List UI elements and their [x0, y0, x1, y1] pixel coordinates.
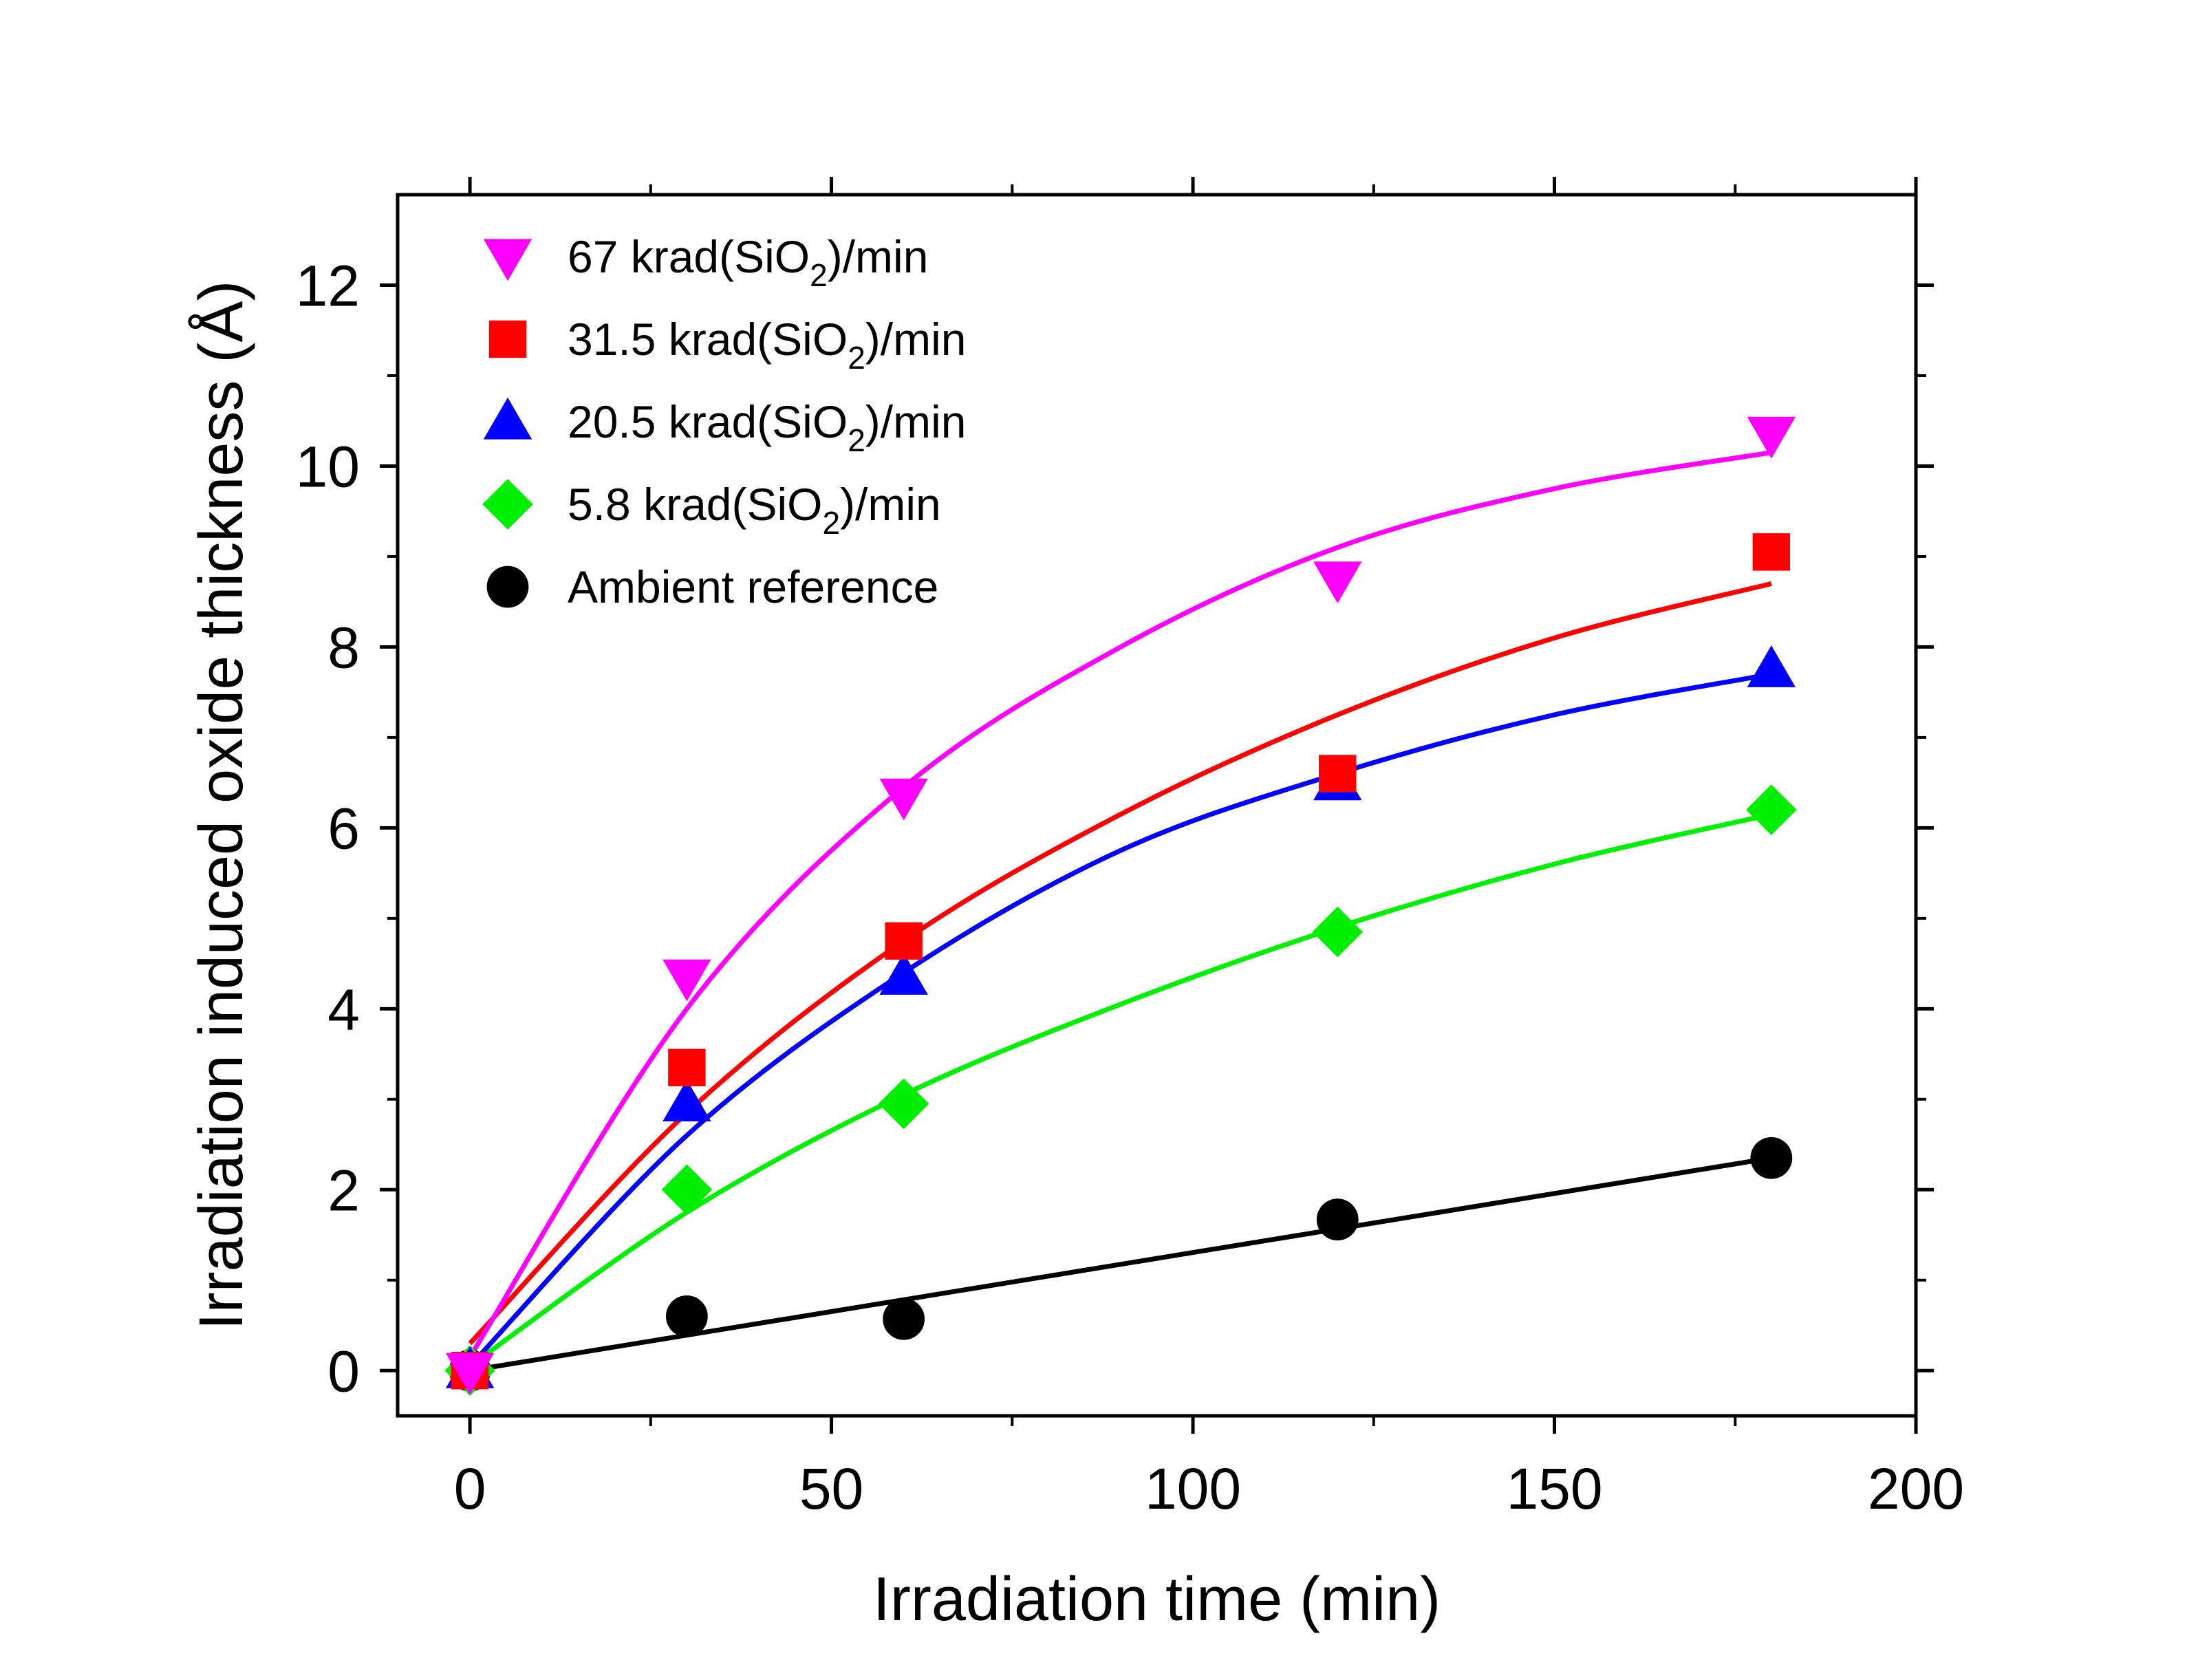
- data-point-series-2: [662, 1079, 711, 1121]
- legend-label-subscript: 2: [848, 340, 865, 376]
- fit-line-series-1: [468, 581, 1772, 1346]
- legend-marker-3: [482, 479, 533, 530]
- fit-line-series-3: [468, 812, 1772, 1368]
- legend-label-2: 20.5 krad(SiO2)/min: [568, 396, 966, 458]
- data-point-series-4: [1316, 1198, 1359, 1241]
- legend-label-suffix: )/min: [865, 396, 967, 447]
- data-point-series-3: [1312, 906, 1364, 958]
- y-tick-label: 0: [327, 1339, 360, 1403]
- data-point-series-4: [1750, 1137, 1793, 1179]
- data-point-series-1: [1319, 755, 1357, 793]
- legend-marker-0: [483, 239, 532, 281]
- legend-label-3: 5.8 krad(SiO2)/min: [568, 479, 941, 541]
- x-axis-title: Irradiation time (min): [873, 1565, 1441, 1634]
- y-tick-label: 2: [327, 1158, 360, 1223]
- fit-line-series-2: [468, 671, 1772, 1368]
- x-tick-label: 100: [1145, 1456, 1241, 1521]
- y-tick-label: 10: [296, 434, 360, 499]
- x-tick-label: 0: [454, 1456, 486, 1521]
- x-tick-label: 50: [799, 1456, 863, 1521]
- legend-label-text: 5.8 krad(SiO: [568, 479, 822, 530]
- legend-label-1: 31.5 krad(SiO2)/min: [568, 314, 966, 376]
- legend-marker-1: [488, 320, 527, 358]
- data-point-series-0: [662, 959, 711, 1002]
- legend-label-text: 67 krad(SiO: [568, 231, 810, 282]
- legend-label-subscript: 2: [822, 505, 840, 541]
- legend-marker-2: [483, 397, 532, 440]
- data-point-series-4: [665, 1295, 708, 1337]
- y-tick-label: 6: [327, 796, 360, 861]
- data-point-series-1: [668, 1048, 706, 1086]
- data-point-series-3: [1746, 784, 1797, 835]
- data-point-series-3: [661, 1164, 713, 1216]
- data-markers: [444, 416, 1797, 1397]
- data-point-series-0: [879, 778, 928, 821]
- plot-area: [396, 193, 1918, 1418]
- legend-marker-4: [486, 566, 529, 608]
- legend-label-suffix: )/min: [865, 314, 967, 365]
- legend-label-suffix: )/min: [828, 231, 929, 282]
- y-tick-label: 12: [296, 253, 360, 318]
- x-axis: 0 50 100 150 200: [454, 177, 1964, 1521]
- legend-label-text: Ambient reference: [568, 561, 938, 612]
- data-point-series-1: [885, 922, 923, 960]
- plot-frame: [396, 193, 1918, 1418]
- x-tick-label: 200: [1868, 1456, 1964, 1521]
- data-point-series-0: [1747, 416, 1796, 459]
- x-tick-label: 150: [1506, 1456, 1602, 1521]
- legend-label-text: 20.5 krad(SiO: [568, 396, 848, 447]
- data-point-series-0: [445, 1353, 495, 1395]
- y-tick-label: 4: [327, 977, 360, 1042]
- data-point-series-2: [879, 953, 928, 995]
- y-axis: 0 2 4 6 8 10 12: [296, 253, 1934, 1403]
- legend-label-suffix: )/min: [840, 479, 941, 530]
- legend-label-4: Ambient reference: [568, 561, 938, 612]
- data-point-series-1: [1752, 533, 1791, 571]
- fit-line-series-0: [468, 450, 1772, 1359]
- data-point-series-2: [1747, 645, 1796, 687]
- legend-label-subscript: 2: [848, 422, 865, 458]
- legend-label-subscript: 2: [810, 257, 828, 293]
- y-axis-title: Irradiation induced oxide thickness (Å): [187, 281, 256, 1331]
- data-point-series-0: [1313, 561, 1362, 603]
- y-tick-label: 8: [327, 615, 360, 680]
- data-point-series-4: [883, 1297, 925, 1340]
- legend-label-text: 31.5 krad(SiO: [568, 314, 848, 365]
- data-point-series-3: [878, 1078, 929, 1130]
- legend-label-0: 67 krad(SiO2)/min: [568, 231, 928, 293]
